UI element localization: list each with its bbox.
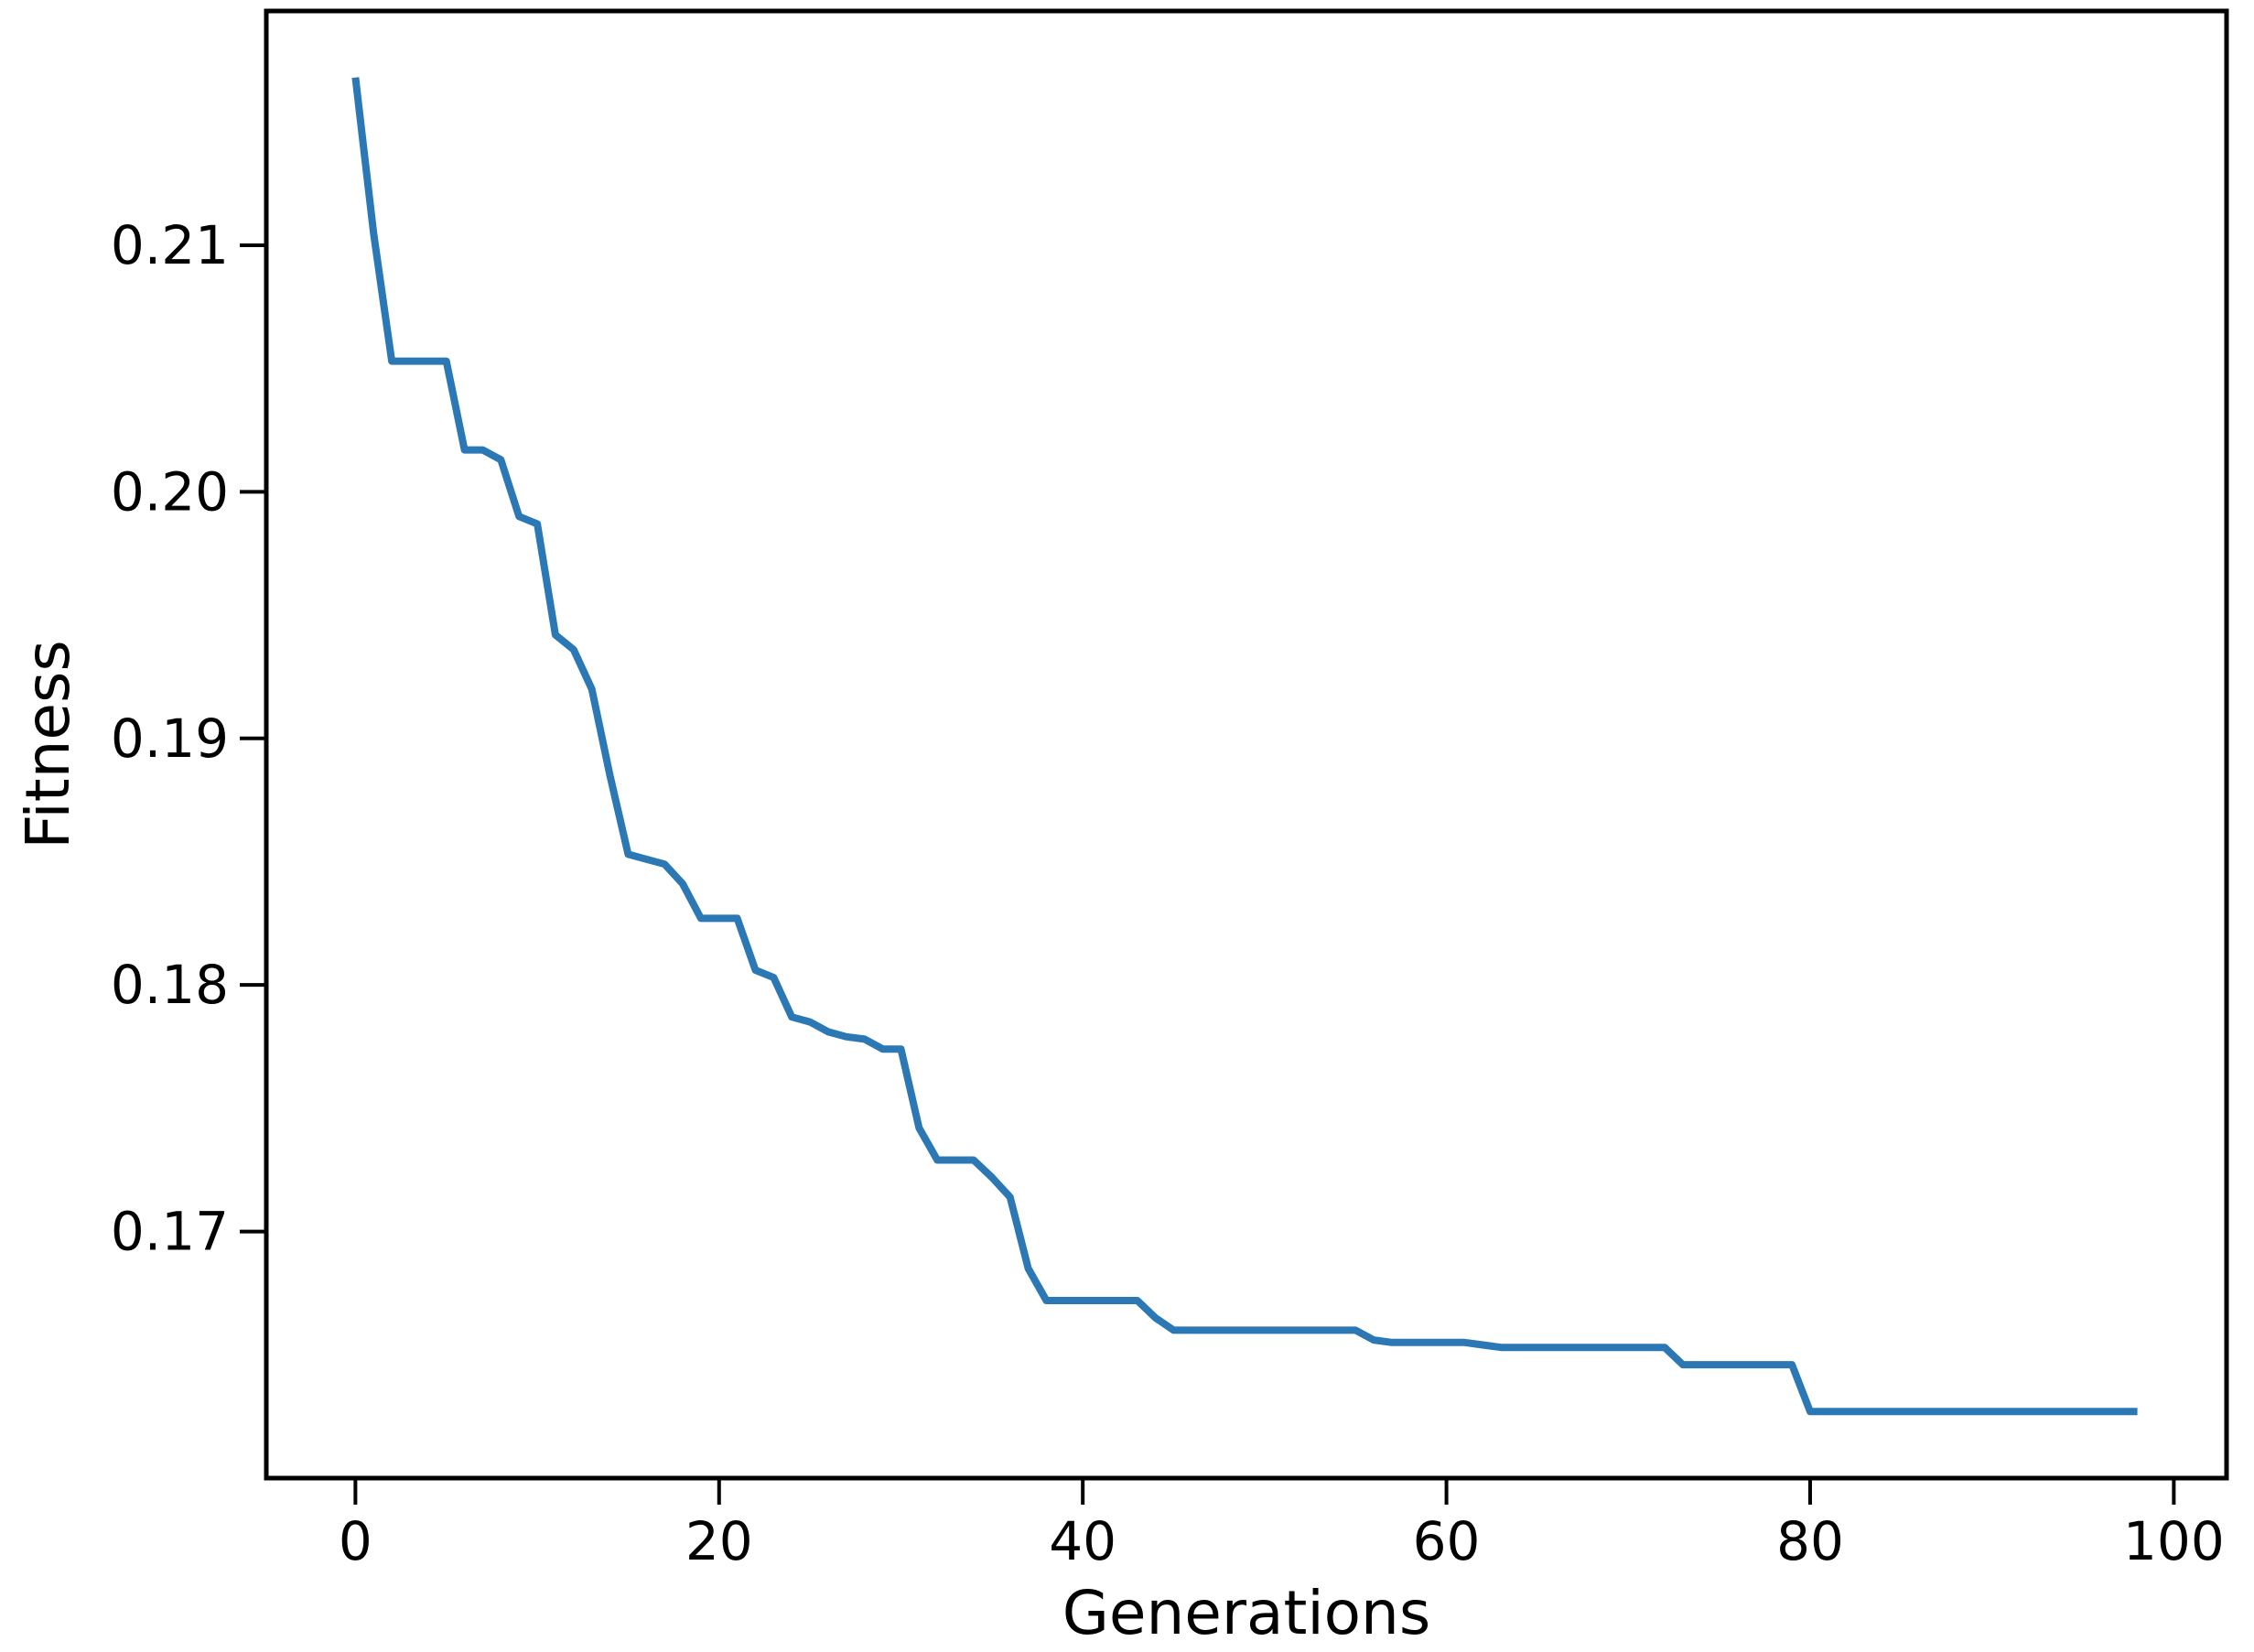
x-axis: 0 20 40 60 80 100 [339,1480,2225,1572]
plot-area [266,11,2227,1478]
x-tick-label: 20 [685,1510,753,1572]
y-axis-label: Fitness [13,640,83,849]
y-tick-label: 0.17 [111,1201,229,1263]
y-tick-label: 0.19 [111,707,229,770]
x-tick-label: 0 [339,1510,372,1572]
x-axis-label: Generations [1062,1578,1431,1648]
y-axis: 0.21 0.20 0.19 0.18 0.17 [111,214,264,1263]
x-tick-label: 80 [1776,1510,1844,1572]
x-tick-label: 60 [1413,1510,1481,1572]
x-tick-label: 100 [2123,1510,2225,1572]
y-tick-label: 0.20 [111,460,229,523]
fitness-line [351,77,2138,1416]
x-tick-label: 40 [1049,1510,1116,1572]
y-tick-label: 0.21 [111,214,229,276]
plot-border [264,8,2229,1481]
y-tick-label: 0.18 [111,954,229,1016]
